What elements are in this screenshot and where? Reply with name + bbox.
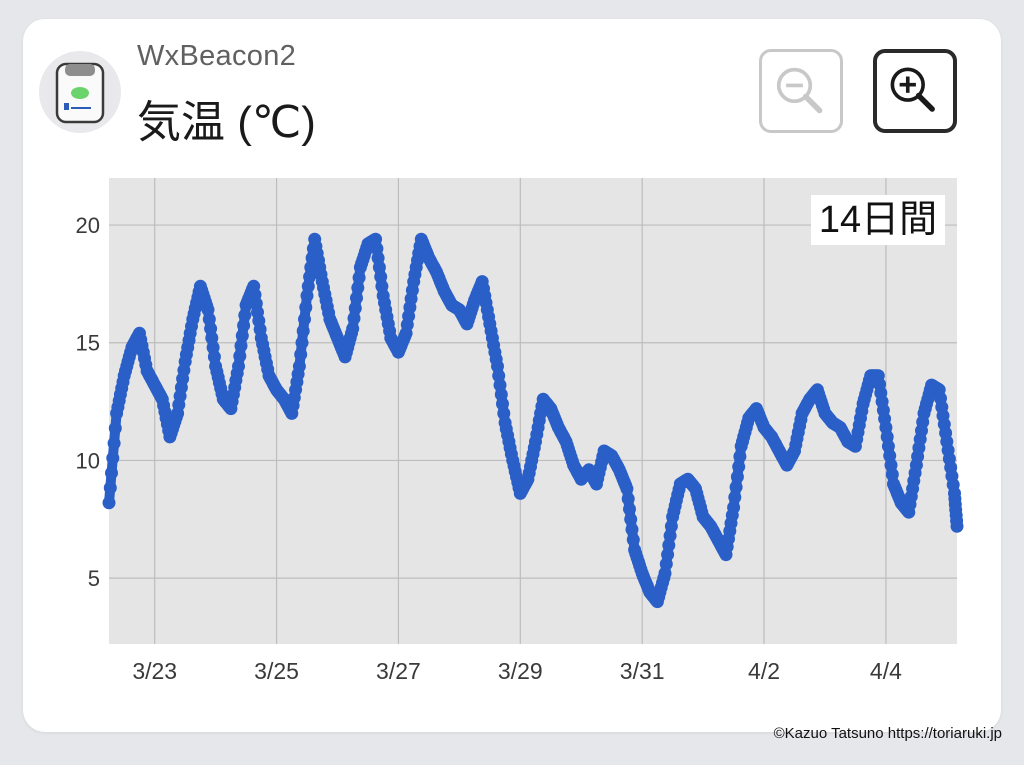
data-point [235, 329, 249, 343]
data-point [623, 502, 636, 516]
data-point [108, 421, 122, 435]
device-name: WxBeacon2 [137, 40, 297, 72]
data-point [733, 450, 747, 463]
data-point [728, 490, 742, 504]
data-point [106, 451, 120, 465]
data-point [299, 300, 313, 314]
data-point [237, 319, 251, 332]
data-point [233, 349, 247, 363]
data-point [234, 339, 248, 353]
data-point [238, 308, 252, 322]
data-point [352, 271, 366, 285]
data-point [295, 336, 309, 350]
data-point [350, 291, 363, 305]
zoom-in-icon [890, 67, 935, 112]
data-point [374, 270, 388, 284]
data-point [296, 324, 310, 338]
data-point [105, 466, 118, 480]
x-tick-label: 3/27 [376, 658, 421, 684]
data-point [347, 311, 361, 325]
data-point [107, 436, 121, 450]
period-label: 14日間 [811, 195, 945, 245]
zoom-out-button[interactable] [759, 49, 843, 133]
data-point [294, 348, 308, 361]
copyright-text: ©Kazuo Tatsuno https://toriaruki.jp [773, 725, 1002, 742]
data-point [950, 519, 964, 533]
plot-area [109, 178, 957, 644]
x-tick-label: 3/31 [620, 658, 665, 684]
data-point [885, 468, 899, 481]
x-tick-label: 3/25 [254, 658, 299, 684]
x-tick-label: 3/23 [132, 658, 177, 684]
data-point [103, 481, 117, 495]
sensor-device-icon [39, 51, 121, 133]
data-point [732, 460, 746, 474]
data-point [625, 523, 639, 536]
data-point [730, 470, 744, 484]
data-point [727, 501, 741, 514]
metric-title: 気温 (℃) [137, 98, 316, 147]
y-tick-label: 5 [88, 566, 100, 591]
data-point [292, 359, 306, 373]
data-point [205, 331, 219, 345]
data-point [301, 279, 315, 293]
x-tick-label: 3/29 [498, 658, 543, 684]
x-tick-label: 4/4 [870, 658, 902, 684]
data-point [102, 496, 116, 510]
data-point [729, 480, 743, 494]
data-point [351, 281, 365, 295]
data-point [624, 512, 638, 526]
series-points [102, 232, 964, 609]
y-tick-label: 10 [76, 448, 100, 473]
data-point [346, 322, 360, 336]
data-point [626, 533, 640, 547]
x-tick-label: 4/2 [748, 658, 780, 684]
y-tick-label: 20 [76, 213, 100, 238]
data-point [298, 312, 311, 326]
data-point [621, 492, 635, 506]
zoom-out-icon [776, 67, 823, 114]
y-tick-label: 15 [76, 331, 100, 356]
data-point [496, 397, 509, 411]
data-point [348, 301, 362, 315]
zoom-in-button[interactable] [873, 49, 957, 133]
data-point [620, 482, 634, 496]
data-point [232, 359, 245, 373]
data-point [662, 538, 676, 552]
